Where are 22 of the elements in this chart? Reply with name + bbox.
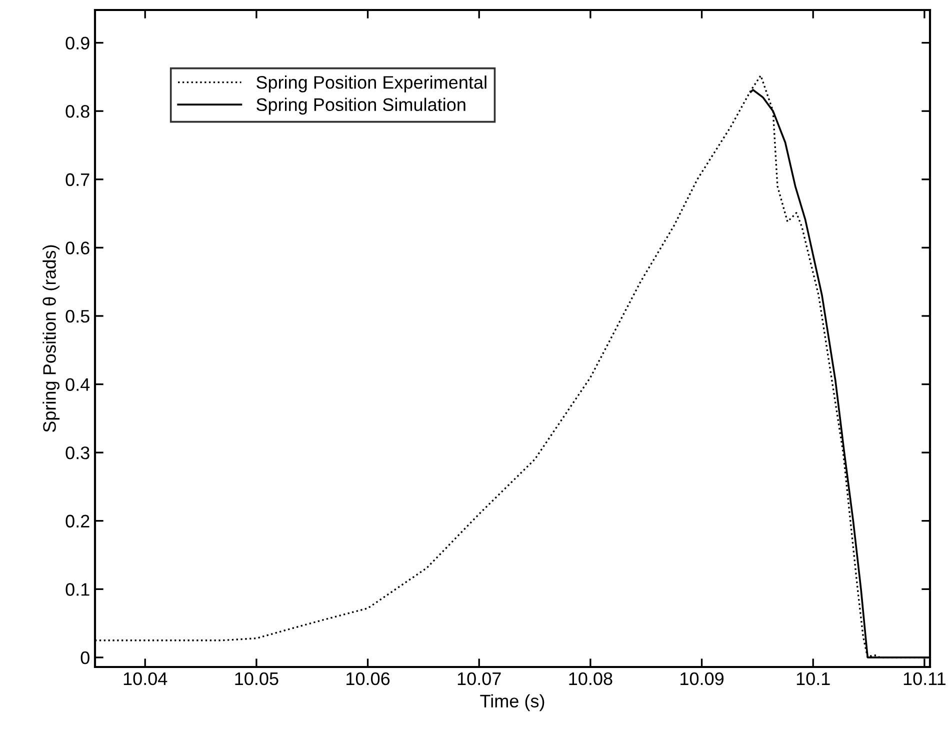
y-tick-label: 0 <box>80 651 90 664</box>
y-axis-title: Spring Position θ (rads) <box>42 245 60 432</box>
y-tick-label: 0.5 <box>66 310 90 323</box>
x-axis-title: Time (s) <box>480 694 544 712</box>
y-tick-label: 0.8 <box>66 105 90 118</box>
x-tick-label: 10.09 <box>680 672 724 686</box>
y-tick-label: 0.6 <box>66 242 90 254</box>
y-tick-label: 0.2 <box>66 514 90 528</box>
x-tick-label: 10.11 <box>904 672 946 686</box>
y-tick-label: 0.4 <box>66 378 90 391</box>
x-tick-label: 10.05 <box>235 672 278 686</box>
x-tick-label: 10.1 <box>796 672 830 686</box>
x-tick-label: 10.07 <box>458 672 501 686</box>
x-tick-label: 10.06 <box>346 672 390 686</box>
legend-label: Spring Position Simulation <box>256 98 466 115</box>
y-tick-label: 0.7 <box>66 173 90 186</box>
y-tick-label: 0.1 <box>66 583 90 596</box>
y-tick-label: 0.3 <box>66 446 90 460</box>
x-tick-label: 10.08 <box>569 672 612 686</box>
x-tick-label: 10.04 <box>124 672 168 686</box>
y-tick-label: 0.9 <box>66 36 90 50</box>
legend-label: Spring Position Experimental <box>256 76 486 92</box>
